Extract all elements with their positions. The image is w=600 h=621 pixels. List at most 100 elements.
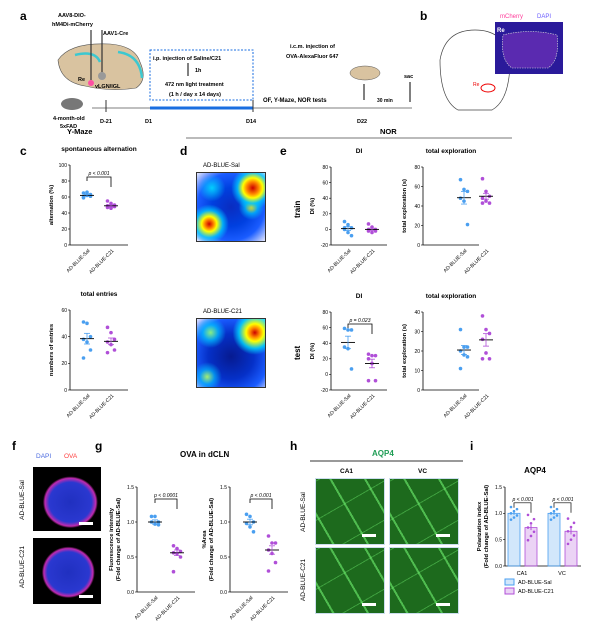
heatmap-title-c21: AD-BLUE-C21	[203, 309, 243, 315]
scale-bar	[79, 522, 93, 525]
data-point	[81, 191, 86, 195]
chart-title: spontaneous alternation	[61, 146, 137, 153]
data-point	[465, 355, 470, 359]
re-outline	[480, 83, 496, 93]
data-point	[88, 348, 93, 352]
y-axis-label: %Area	[202, 530, 208, 549]
panel-label-f: f	[12, 439, 17, 453]
y-tick-label: -20	[321, 388, 328, 394]
data-point	[370, 230, 374, 235]
dapi-label: DAPI	[537, 14, 551, 20]
data-point	[512, 516, 516, 519]
data-point	[266, 534, 271, 538]
chart-title: total entries	[81, 291, 118, 298]
chart-title: total exploration	[426, 148, 477, 155]
y-tick-label: 40	[414, 204, 420, 210]
scale-bar	[436, 534, 450, 537]
ip-label: i.p. injection of Saline/C21	[153, 56, 221, 62]
x-tick-label: AD-BLUE-C21	[349, 248, 376, 275]
x-tick-label: AD-BLUE-C21	[88, 248, 115, 275]
data-point	[244, 512, 249, 517]
dcln-micrograph-c21	[33, 538, 101, 604]
y-tick-label: 1.5	[220, 485, 227, 491]
significance-bracket	[154, 498, 178, 509]
significance-bracket	[86, 176, 112, 187]
x-tick-label: AD-BLUE-C21	[349, 393, 376, 420]
y-tick-label: 20	[322, 357, 328, 363]
30min-label: 30 min	[377, 98, 393, 104]
data-point	[480, 357, 485, 361]
small-brain-icon	[349, 65, 381, 81]
data-point	[552, 509, 556, 513]
data-point	[509, 505, 513, 509]
data-point	[109, 330, 113, 335]
y-tick-label: 40	[322, 341, 328, 347]
tests-label: OF, Y-Maze, NOR tests	[263, 98, 327, 104]
data-point	[458, 177, 463, 182]
y-tick-label: 20	[414, 349, 420, 355]
dapi-label: DAPI	[36, 453, 51, 460]
data-point	[346, 222, 350, 227]
data-point	[509, 512, 513, 515]
data-point	[156, 523, 161, 527]
treatment-box	[149, 49, 254, 101]
row-label-sal: AD-BLUE-Sal	[19, 480, 26, 520]
data-point	[85, 321, 89, 326]
y-tick-label: 80	[414, 165, 420, 171]
chart-title: total exploration	[426, 293, 477, 300]
data-point	[512, 509, 516, 513]
p-value: p < 0.001	[88, 171, 110, 177]
data-point	[569, 538, 573, 541]
aqp4-c21-ca1	[315, 547, 385, 614]
chart-title: DI	[356, 148, 363, 155]
bar	[524, 527, 538, 567]
data-point	[465, 189, 470, 194]
y-tick-label: 20	[61, 361, 67, 367]
bar	[507, 512, 521, 567]
y-tick-label: 20	[61, 227, 67, 233]
y-tick-label: 60	[414, 184, 420, 190]
data-point	[549, 505, 553, 509]
p-value: p < 0.001	[512, 497, 534, 503]
data-point	[373, 353, 378, 358]
data-point	[480, 314, 485, 318]
aqp4-sal-ca1	[315, 478, 385, 545]
data-point	[549, 518, 553, 521]
data-point	[244, 521, 249, 526]
data-point	[532, 530, 536, 534]
mcherry-label: mCherry	[500, 14, 523, 20]
row-label-c21: AD-BLUE-C21	[19, 545, 26, 588]
bar	[564, 530, 578, 567]
y-axis-label: numbers of entries	[49, 324, 55, 376]
x-tick-label: AD-BLUE-Sal	[327, 248, 353, 274]
row-label-c21: AD-BLUE-C21	[300, 558, 307, 601]
day-label: D22	[357, 119, 367, 125]
data-point	[349, 328, 354, 332]
y-tick-label: 0.0	[220, 590, 227, 596]
ova-label: OVA	[64, 453, 78, 460]
y-tick-label: 30	[414, 329, 420, 335]
data-point	[349, 233, 354, 238]
data-point	[458, 366, 463, 371]
virus1-label: AAV8-DIO-	[58, 13, 86, 19]
data-point	[373, 378, 378, 383]
panel-label-d: d	[180, 144, 187, 158]
sac-label: sac	[404, 74, 413, 80]
p-value: p = 0.023	[349, 318, 371, 324]
y-tick-label: 60	[322, 180, 328, 186]
chart-title: DI	[356, 293, 363, 300]
panel-label-e: e	[280, 144, 287, 158]
data-point	[549, 512, 553, 515]
data-point	[480, 337, 485, 342]
y-axis-label: total exploration (s)	[402, 324, 408, 378]
ymaze-header: Y-Maze	[67, 127, 92, 136]
significance-bracket	[249, 498, 273, 509]
data-point	[248, 514, 252, 519]
data-point	[566, 517, 570, 520]
y-tick-label: 1.5	[127, 485, 134, 491]
data-point	[175, 546, 179, 551]
y-tick-label: 40	[61, 211, 67, 217]
data-point	[81, 337, 86, 342]
y-axis-label: alternation (%)	[49, 185, 55, 225]
